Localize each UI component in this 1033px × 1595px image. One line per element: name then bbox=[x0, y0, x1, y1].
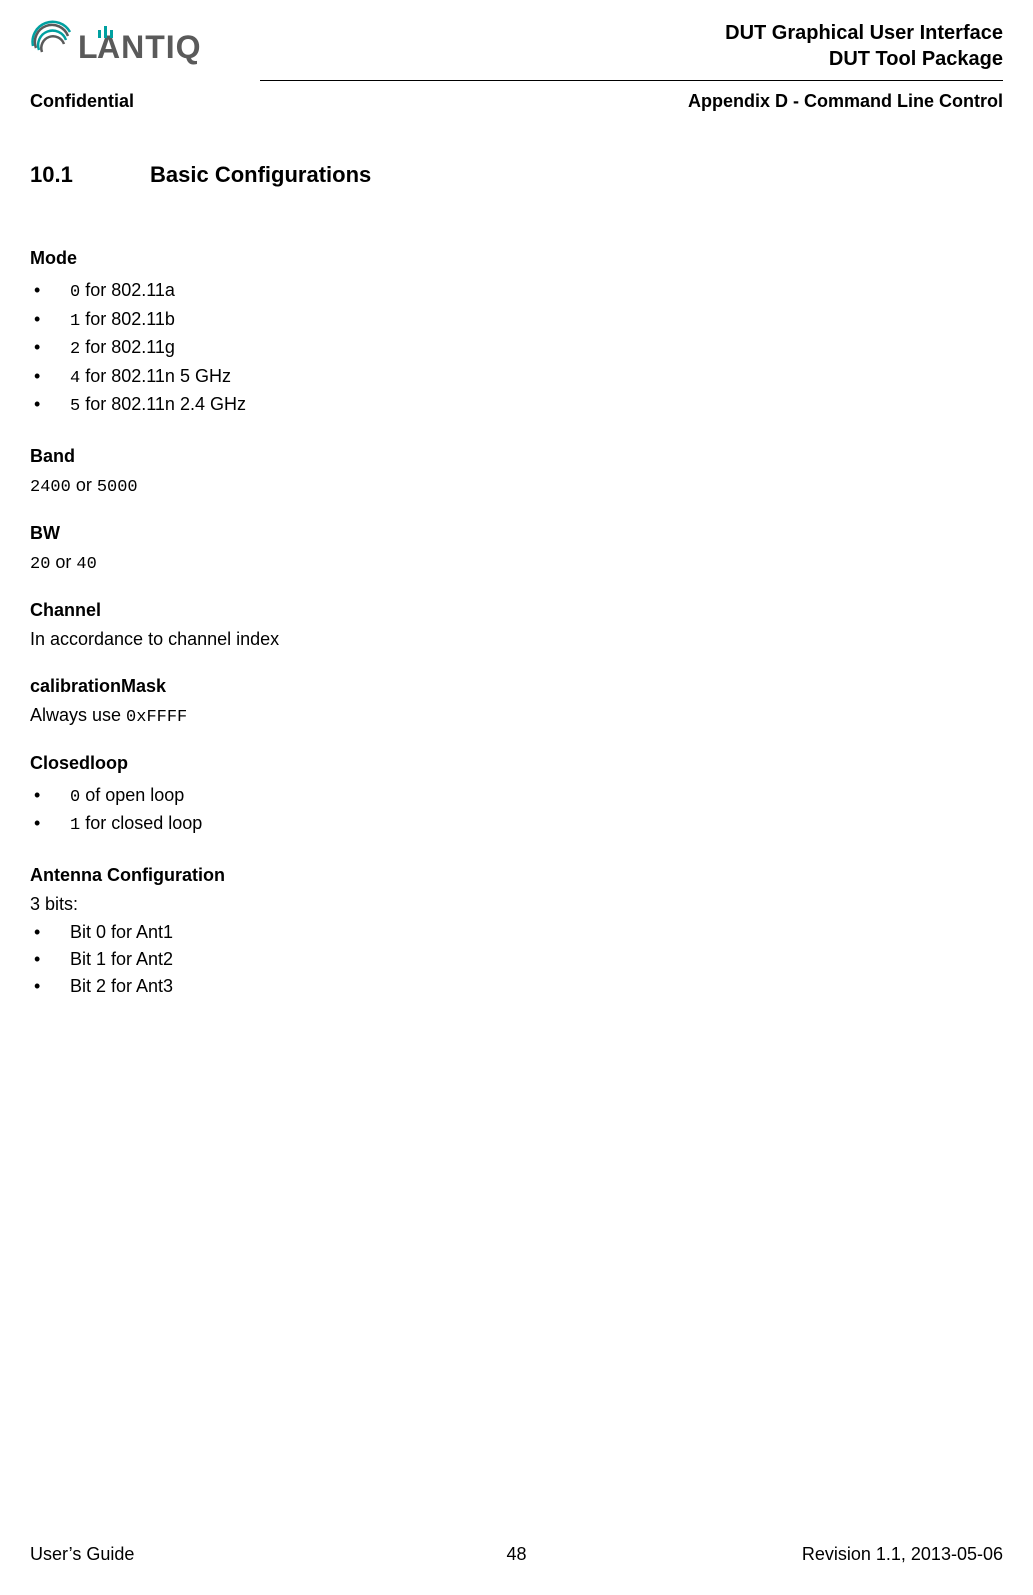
mode-text: for 802.11g bbox=[80, 337, 175, 357]
param-title-calibration-mask: calibrationMask bbox=[30, 676, 1003, 697]
mode-code: 1 bbox=[70, 312, 80, 331]
footer-left: User’s Guide bbox=[30, 1544, 134, 1565]
closedloop-list: 0 of open loop 1 for closed loop bbox=[30, 782, 1003, 839]
param-title-closedloop: Closedloop bbox=[30, 753, 1003, 774]
list-item: 1 for 802.11b bbox=[30, 306, 1003, 335]
antenna-list: Bit 0 for Ant1 Bit 1 for Ant2 Bit 2 for … bbox=[30, 919, 1003, 1000]
footer-right: Revision 1.1, 2013-05-06 bbox=[802, 1544, 1003, 1565]
param-calibration-mask: calibrationMask Always use 0xFFFF bbox=[30, 676, 1003, 727]
mode-text: for 802.11n 5 GHz bbox=[80, 366, 231, 386]
param-antenna: Antenna Configuration 3 bits: Bit 0 for … bbox=[30, 865, 1003, 1000]
list-item: 1 for closed loop bbox=[30, 810, 1003, 839]
doc-title-line1: DUT Graphical User Interface bbox=[725, 20, 1003, 46]
bw-code1: 20 bbox=[30, 555, 50, 574]
calibration-mask-code: 0xFFFF bbox=[126, 708, 187, 727]
closedloop-code: 0 bbox=[70, 788, 80, 807]
param-closedloop: Closedloop 0 of open loop 1 for closed l… bbox=[30, 753, 1003, 839]
list-item: Bit 0 for Ant1 bbox=[30, 919, 1003, 946]
closedloop-text: of open loop bbox=[80, 785, 184, 805]
band-value: 2400 or 5000 bbox=[30, 475, 1003, 497]
section-number: 10.1 bbox=[30, 162, 150, 188]
svg-text:L: L bbox=[78, 29, 99, 65]
calibration-mask-prefix: Always use bbox=[30, 705, 126, 725]
list-item: 0 for 802.11a bbox=[30, 277, 1003, 306]
band-code1: 2400 bbox=[30, 478, 71, 497]
param-band: Band 2400 or 5000 bbox=[30, 446, 1003, 497]
bw-value: 20 or 40 bbox=[30, 552, 1003, 574]
section-title: Basic Configurations bbox=[150, 162, 371, 188]
param-mode: Mode 0 for 802.11a 1 for 802.11b 2 for 8… bbox=[30, 248, 1003, 420]
param-channel: Channel In accordance to channel index bbox=[30, 600, 1003, 650]
bw-sep: or bbox=[50, 552, 76, 572]
list-item: 5 for 802.11n 2.4 GHz bbox=[30, 391, 1003, 420]
param-title-channel: Channel bbox=[30, 600, 1003, 621]
param-title-bw: BW bbox=[30, 523, 1003, 544]
band-sep: or bbox=[71, 475, 97, 495]
mode-text: for 802.11n 2.4 GHz bbox=[80, 394, 246, 414]
section-heading: 10.1 Basic Configurations bbox=[30, 162, 1003, 188]
mode-code: 0 bbox=[70, 283, 80, 302]
page-header: L ANTIQ DUT Graphical User Interface DUT… bbox=[30, 20, 1003, 72]
param-title-mode: Mode bbox=[30, 248, 1003, 269]
mode-text: for 802.11a bbox=[80, 280, 175, 300]
antenna-intro: 3 bits: bbox=[30, 894, 1003, 915]
closedloop-text: for closed loop bbox=[80, 813, 202, 833]
list-item: 0 of open loop bbox=[30, 782, 1003, 811]
mode-code: 2 bbox=[70, 340, 80, 359]
mode-text: for 802.11b bbox=[80, 309, 175, 329]
list-item: 4 for 802.11n 5 GHz bbox=[30, 363, 1003, 392]
header-divider bbox=[260, 80, 1003, 81]
mode-list: 0 for 802.11a 1 for 802.11b 2 for 802.11… bbox=[30, 277, 1003, 420]
mode-code: 4 bbox=[70, 369, 80, 388]
page-footer: User’s Guide 48 Revision 1.1, 2013-05-06 bbox=[30, 1544, 1003, 1565]
list-item: 2 for 802.11g bbox=[30, 334, 1003, 363]
company-logo: L ANTIQ bbox=[30, 20, 260, 72]
list-item: Bit 2 for Ant3 bbox=[30, 973, 1003, 1000]
channel-text: In accordance to channel index bbox=[30, 629, 1003, 650]
band-code2: 5000 bbox=[97, 478, 138, 497]
document-title-block: DUT Graphical User Interface DUT Tool Pa… bbox=[725, 20, 1003, 72]
param-title-band: Band bbox=[30, 446, 1003, 467]
list-item: Bit 1 for Ant2 bbox=[30, 946, 1003, 973]
calibration-mask-text: Always use 0xFFFF bbox=[30, 705, 1003, 727]
confidentiality-label: Confidential bbox=[30, 91, 134, 112]
param-title-antenna: Antenna Configuration bbox=[30, 865, 1003, 886]
doc-title-line2: DUT Tool Package bbox=[725, 46, 1003, 72]
bw-code2: 40 bbox=[76, 555, 96, 574]
param-bw: BW 20 or 40 bbox=[30, 523, 1003, 574]
footer-page-number: 48 bbox=[506, 1544, 526, 1565]
closedloop-code: 1 bbox=[70, 816, 80, 835]
mode-code: 5 bbox=[70, 397, 80, 416]
subheader: Confidential Appendix D - Command Line C… bbox=[30, 91, 1003, 112]
appendix-label: Appendix D - Command Line Control bbox=[688, 91, 1003, 112]
